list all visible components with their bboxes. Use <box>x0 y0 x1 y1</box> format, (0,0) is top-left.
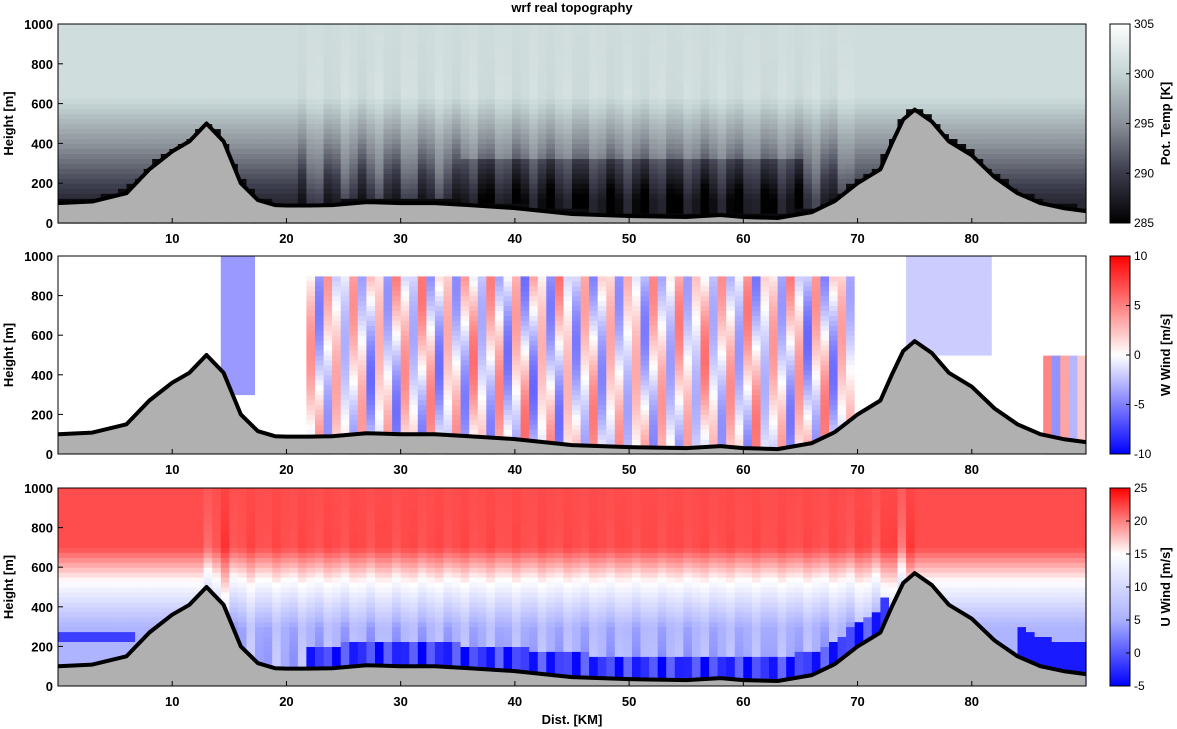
x-tick-label: 10 <box>165 694 179 709</box>
x-tick-label: 80 <box>965 231 979 246</box>
y-axis-label: Height [m] <box>1 555 16 619</box>
x-tick-label: 30 <box>393 694 407 709</box>
panel-potential-temperature: 10 20 30 40 50 60 70 8002004006008001000Height … <box>1 17 1173 246</box>
y-tick-label: 200 <box>31 639 53 654</box>
y-tick-label: 0 <box>46 447 53 462</box>
x-tick-label: 10 <box>165 231 179 246</box>
y-tick-label: 0 <box>46 679 53 694</box>
y-tick-label: 1000 <box>24 17 53 32</box>
y-tick-label: 800 <box>31 289 53 304</box>
x-tick-label: 40 <box>508 462 522 477</box>
x-tick-label: 40 <box>508 231 522 246</box>
colorbar-tick-label: 0 <box>1134 348 1141 362</box>
x-tick-label: 60 <box>736 694 750 709</box>
x-tick-label: 50 <box>622 694 636 709</box>
y-tick-label: 400 <box>31 600 53 615</box>
y-tick-label: 600 <box>31 97 53 112</box>
y-tick-label: 200 <box>31 407 53 422</box>
colorbar-tick-label: 5 <box>1134 613 1141 627</box>
x-tick-label: 80 <box>965 694 979 709</box>
colorbar-tick-label: 25 <box>1134 481 1148 495</box>
x-tick-label: 70 <box>850 462 864 477</box>
y-tick-label: 600 <box>31 560 53 575</box>
colorbar-tick-label: -10 <box>1134 447 1152 461</box>
colorbar-tick-label: 290 <box>1134 166 1154 180</box>
colorbar-tick-label: -5 <box>1134 398 1145 412</box>
x-tick-label: 50 <box>622 462 636 477</box>
panel-horizontal-wind: 10 20 30 40 50 60 70 8002004006008001000Height … <box>1 481 1173 709</box>
panel-vertical-wind: 10 20 30 40 50 60 70 8002004006008001000Height … <box>1 249 1173 477</box>
x-tick-label: 20 <box>279 462 293 477</box>
y-tick-label: 800 <box>31 57 53 72</box>
y-axis-label: Height [m] <box>1 91 16 155</box>
y-tick-label: 1000 <box>24 249 53 264</box>
x-tick-label: 80 <box>965 462 979 477</box>
y-axis-label: Height [m] <box>1 323 16 387</box>
colorbar-tick-label: 305 <box>1134 17 1154 31</box>
y-tick-label: 400 <box>31 136 53 151</box>
colorbar-tick-label: -5 <box>1134 679 1145 693</box>
colorbar-tick-label: 300 <box>1134 67 1154 81</box>
colorbar-label: U Wind [m/s] <box>1158 547 1173 626</box>
x-tick-label: 60 <box>736 231 750 246</box>
y-tick-label: 800 <box>31 521 53 536</box>
y-tick-label: 600 <box>31 328 53 343</box>
colorbar-label: W Wind [m/s] <box>1158 314 1173 396</box>
x-tick-label: 30 <box>393 231 407 246</box>
x-tick-label: 70 <box>850 694 864 709</box>
colorbar-tick-label: 295 <box>1134 117 1154 131</box>
x-tick-label: 10 <box>165 462 179 477</box>
y-tick-label: 0 <box>46 216 53 231</box>
colorbar-tick-label: 15 <box>1134 547 1148 561</box>
x-tick-label: 30 <box>393 462 407 477</box>
colorbar-tick-label: 20 <box>1134 514 1148 528</box>
x-tick-label: 20 <box>279 694 293 709</box>
x-tick-label: 20 <box>279 231 293 246</box>
x-tick-label: 60 <box>736 462 750 477</box>
y-tick-label: 1000 <box>24 481 53 496</box>
figure-title: wrf real topography <box>510 0 633 15</box>
colorbar-label: Pot. Temp [K] <box>1158 82 1173 166</box>
x-tick-label: 70 <box>850 231 864 246</box>
x-axis-label: Dist. [KM] <box>542 712 603 727</box>
colorbar-tick-label: 0 <box>1134 646 1141 660</box>
colorbar-tick-label: 10 <box>1134 249 1148 263</box>
y-tick-label: 400 <box>31 368 53 383</box>
colorbar-tick-label: 10 <box>1134 580 1148 594</box>
colorbar-tick-label: 5 <box>1134 299 1141 313</box>
x-tick-label: 40 <box>508 694 522 709</box>
colorbar-tick-label: 285 <box>1134 216 1154 230</box>
y-tick-label: 200 <box>31 176 53 191</box>
x-tick-label: 50 <box>622 231 636 246</box>
